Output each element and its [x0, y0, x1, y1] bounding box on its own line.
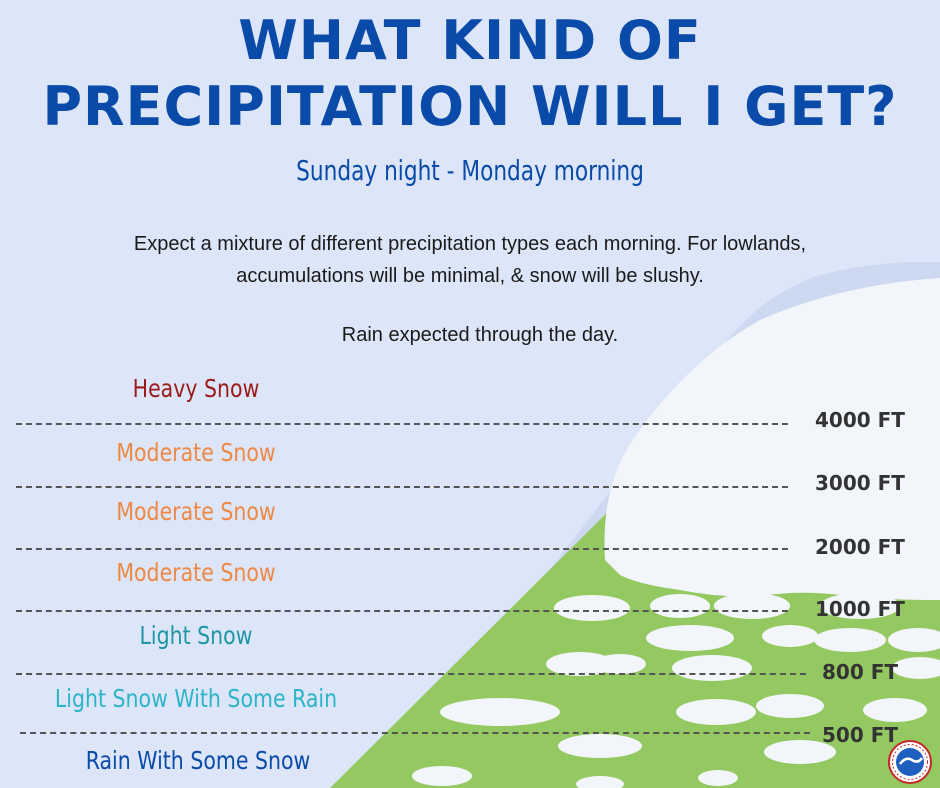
divider-2000 [16, 548, 788, 550]
elevation-4000: 4000 FT [815, 408, 905, 432]
elevation-2000: 2000 FT [815, 535, 905, 559]
divider-500 [20, 732, 810, 734]
elevation-500: 500 FT [822, 723, 899, 747]
level-label-moderate-snow-1: Moderate Snow [116, 438, 276, 467]
rain-note: Rain expected through the day. [341, 324, 619, 346]
level-label-moderate-snow-3: Moderate Snow [116, 558, 276, 587]
snow-cap [604, 278, 940, 600]
level-label-rain-snow: Rain With Some Snow [85, 746, 311, 775]
elevation-3000: 3000 FT [815, 471, 905, 495]
title-line-1: WHAT KIND OF [238, 9, 702, 72]
level-label-moderate-snow-2: Moderate Snow [116, 497, 276, 526]
level-label-heavy-snow: Heavy Snow [132, 374, 260, 403]
divider-800 [16, 673, 806, 675]
level-label-light-snow: Light Snow [139, 621, 253, 650]
level-label-light-snow-rain: Light Snow With Some Rain [54, 684, 338, 713]
title-line-2: PRECIPITATION WILL I GET? [42, 75, 898, 138]
divider-3000 [16, 486, 788, 488]
snow-patches [412, 593, 940, 788]
subtitle: Sunday night - Monday morning [296, 154, 644, 187]
elevation-1000: 1000 FT [815, 597, 905, 621]
nws-logo-icon [888, 740, 932, 784]
page-title: WHAT KIND OF PRECIPITATION WILL I GET? [0, 8, 940, 140]
divider-1000 [16, 610, 788, 612]
description: Expect a mixture of different precipitat… [133, 233, 807, 287]
divider-4000 [16, 423, 788, 425]
elevation-800: 800 FT [822, 660, 899, 684]
